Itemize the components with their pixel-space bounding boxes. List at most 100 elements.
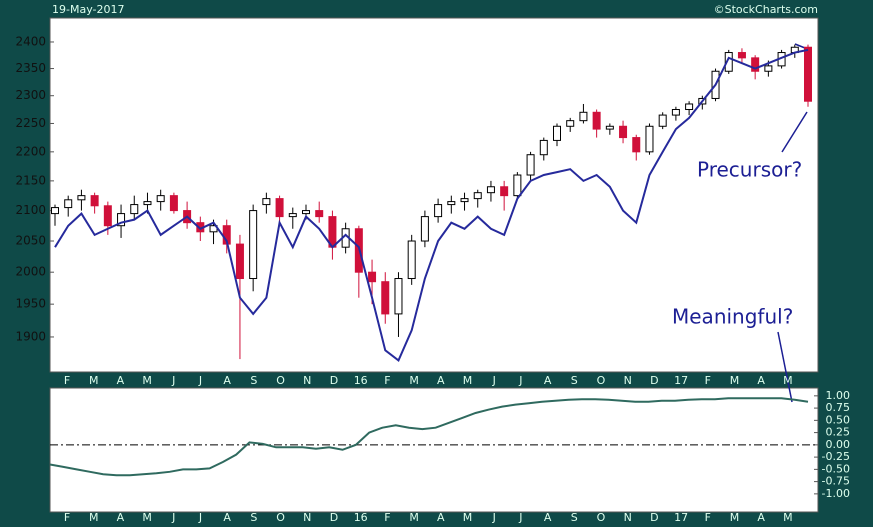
candle-body <box>262 198 271 206</box>
candle-body <box>420 216 429 242</box>
x-tick-label: M <box>730 374 740 387</box>
candle-body <box>751 57 760 72</box>
x-tick-label: J <box>171 374 175 387</box>
x-tick-label: J <box>492 374 496 387</box>
x-tick-label: O <box>597 374 606 387</box>
credit: ©StockCharts.com <box>714 3 818 16</box>
candle-body <box>143 201 152 206</box>
x-tick-label: D <box>650 374 658 387</box>
y-tick-label: 0.50 <box>826 413 851 426</box>
candle-body <box>302 210 310 215</box>
x-tick-label: J <box>492 511 496 524</box>
x-tick-label: F <box>705 374 711 387</box>
candle-body <box>619 125 628 139</box>
candle-body <box>500 186 509 197</box>
candle-body <box>553 125 561 141</box>
x-tick-label: 17 <box>674 511 688 524</box>
x-tick-label: 17 <box>674 374 688 387</box>
x-tick-label: A <box>757 374 765 387</box>
candle-body <box>51 207 59 215</box>
x-tick-label: 16 <box>354 511 368 524</box>
x-tick-label: J <box>518 511 522 524</box>
x-tick-label: M <box>783 511 793 524</box>
x-tick-label: A <box>117 374 125 387</box>
x-tick-label: F <box>384 511 390 524</box>
candle-body <box>249 210 258 280</box>
price-panel <box>49 17 819 373</box>
x-tick-label: J <box>518 374 522 387</box>
candle-body <box>381 281 390 315</box>
y-tick-label: 2100 <box>15 203 46 217</box>
y-tick-label: 2250 <box>15 116 46 130</box>
y-tick-label: 2400 <box>15 34 46 48</box>
x-tick-label: J <box>198 511 202 524</box>
candle-body <box>764 65 773 72</box>
y-tick-label: -0.25 <box>822 450 850 463</box>
x-tick-label: A <box>544 374 552 387</box>
x-tick-label: M <box>142 511 152 524</box>
x-tick-label: O <box>597 511 606 524</box>
x-tick-label: M <box>730 511 740 524</box>
x-tick-label: M <box>409 374 419 387</box>
x-tick-label: J <box>198 374 202 387</box>
candle-body <box>486 186 495 194</box>
candle-body <box>275 198 284 218</box>
y-tick-label: -1.00 <box>822 487 850 500</box>
x-tick-label: F <box>705 511 711 524</box>
x-tick-label: S <box>250 511 257 524</box>
y-tick-label: 2000 <box>15 265 46 279</box>
x-tick-label: A <box>544 511 552 524</box>
y-tick-label: 2200 <box>15 144 46 158</box>
y-tick-label: 1900 <box>15 329 46 343</box>
candle-body <box>539 139 548 156</box>
candle-body <box>169 195 178 212</box>
candle-body <box>685 103 694 111</box>
y-tick-label: 0.75 <box>826 401 851 414</box>
x-tick-label: A <box>437 374 445 387</box>
y-tick-label: 2150 <box>15 173 46 187</box>
candle-body <box>90 195 99 207</box>
candle-body <box>526 154 535 176</box>
candle-body <box>288 213 297 218</box>
x-tick-label: 16 <box>354 374 368 387</box>
candle-body <box>77 195 86 201</box>
x-tick-label: N <box>624 511 632 524</box>
candle-body <box>368 271 377 283</box>
y-tick-label: 2300 <box>15 88 46 102</box>
y-tick-label: 0.00 <box>826 438 851 451</box>
x-tick-label: D <box>330 374 338 387</box>
candle-body <box>804 46 812 102</box>
date-label: 19-May-2017 <box>52 3 124 16</box>
x-tick-label: S <box>571 374 578 387</box>
candle-body <box>407 240 416 280</box>
x-tick-label: M <box>89 374 99 387</box>
x-tick-label: F <box>64 511 70 524</box>
x-tick-label: S <box>250 374 257 387</box>
x-tick-label: A <box>223 511 231 524</box>
annotation-arrow <box>781 111 808 153</box>
x-tick-label: N <box>624 374 632 387</box>
indicator-line <box>54 48 809 363</box>
x-tick-label: N <box>303 511 311 524</box>
candle-body <box>566 120 575 127</box>
annotation: Precursor? <box>697 158 802 182</box>
x-tick-label: M <box>463 374 473 387</box>
y-tick-label: 1.00 <box>826 389 851 402</box>
candle-body <box>156 195 165 203</box>
x-tick-label: M <box>783 374 793 387</box>
candle-body <box>447 201 456 206</box>
x-tick-label: J <box>171 511 175 524</box>
candle-body <box>64 199 73 209</box>
correlation-panel <box>49 387 819 513</box>
candle-body <box>117 213 126 227</box>
candle-body <box>513 174 522 197</box>
x-tick-label: F <box>384 374 390 387</box>
correlation-line <box>49 397 809 477</box>
candle-body <box>737 52 746 59</box>
x-tick-label: M <box>142 374 152 387</box>
candle-body <box>394 278 403 315</box>
candle-body <box>671 109 680 116</box>
candle-body <box>724 52 733 72</box>
candle-body <box>235 243 244 280</box>
